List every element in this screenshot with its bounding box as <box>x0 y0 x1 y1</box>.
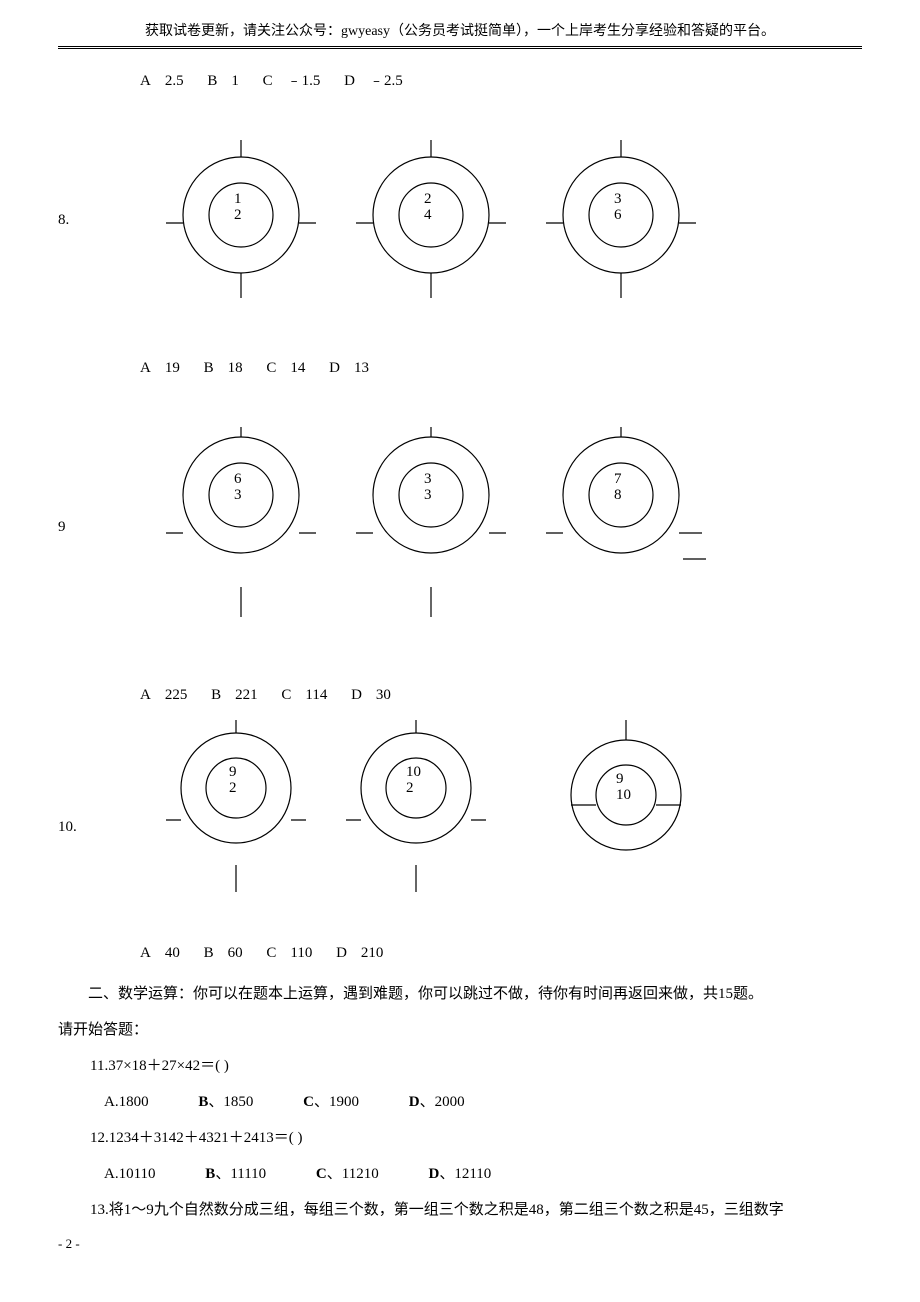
diagram-value: 9 <box>616 772 631 788</box>
diagram-value: 2 <box>234 208 242 224</box>
q10-diagram-3: 9 10 <box>556 720 696 870</box>
q11-options: A.1800 B、1850 C、1900 D、2000 <box>104 1084 862 1120</box>
ring-icon <box>546 427 706 627</box>
diagram-value: 6 <box>234 472 242 488</box>
diagram-value: 4 <box>424 208 432 224</box>
header-rule <box>58 46 862 49</box>
q9-diagram-3: 7 8 <box>546 427 706 627</box>
q8-diagram-2: 2 4 <box>356 140 506 300</box>
ring-icon <box>356 427 506 627</box>
q8-number: 8. <box>58 212 108 229</box>
diagram-value: 3 <box>424 488 432 504</box>
q8-row: 8. 1 2 <box>58 140 862 300</box>
diagram-value: 2 <box>406 781 421 797</box>
q12-text: 12.1234＋3142＋4321＋2413＝( ) <box>90 1120 862 1156</box>
diagram-value: 10 <box>616 788 631 804</box>
page-header: 获取试卷更新，请关注公众号：gwyeasy（公务员考试挺简单），一个上岸考生分享… <box>58 20 862 40</box>
diagram-value: 3 <box>614 192 622 208</box>
diagram-value: 3 <box>424 472 432 488</box>
q8-answers: A19 B18 C14 D13 <box>140 360 862 377</box>
ring-icon <box>166 720 306 895</box>
ring-icon <box>166 427 316 627</box>
q9-diagram-2: 3 3 <box>356 427 506 627</box>
q9-diagram-1: 6 3 <box>166 427 316 627</box>
diagram-value: 7 <box>614 472 622 488</box>
q11-text: 11.37×18＋27×42＝( ) <box>90 1048 862 1084</box>
q10-answers: A40 B60 C110 D210 <box>140 945 862 962</box>
q13-text: 13.将1～9九个自然数分成三组，每组三个数，第一组三个数之积是48，第二组三个… <box>90 1192 862 1228</box>
diagram-value: 9 <box>229 765 237 781</box>
q12-options: A.10110 B、11110 C、11210 D、12110 <box>104 1156 862 1192</box>
q8-diagram-3: 3 6 <box>546 140 696 300</box>
begin-line: 请开始答题： <box>58 1012 862 1048</box>
diagram-value: 6 <box>614 208 622 224</box>
q9-row: 9 6 3 <box>58 427 862 627</box>
diagram-value: 1 <box>234 192 242 208</box>
q10-diagram-1: 9 2 <box>166 720 306 895</box>
q9-answers: A225 B221 C114 D30 <box>140 687 862 704</box>
section2-intro: 二、数学运算：你可以在题本上运算，遇到难题，你可以跳过不做，待你有时间再返回来做… <box>58 976 862 1012</box>
ring-icon <box>346 720 486 895</box>
q10-number: 10. <box>58 819 108 836</box>
q8-diagram-1: 1 2 <box>166 140 316 300</box>
diagram-value: 10 <box>406 765 421 781</box>
q10-row: 10. 9 2 <box>58 720 862 895</box>
page-number: - 2 - <box>58 1236 862 1252</box>
diagram-value: 2 <box>229 781 237 797</box>
diagram-value: 8 <box>614 488 622 504</box>
q7-answers: A2.5 B1 C﹣1.5 D﹣2.5 <box>140 69 862 90</box>
q10-diagram-2: 10 2 <box>346 720 486 895</box>
q9-number: 9 <box>58 519 108 536</box>
diagram-value: 2 <box>424 192 432 208</box>
diagram-value: 3 <box>234 488 242 504</box>
